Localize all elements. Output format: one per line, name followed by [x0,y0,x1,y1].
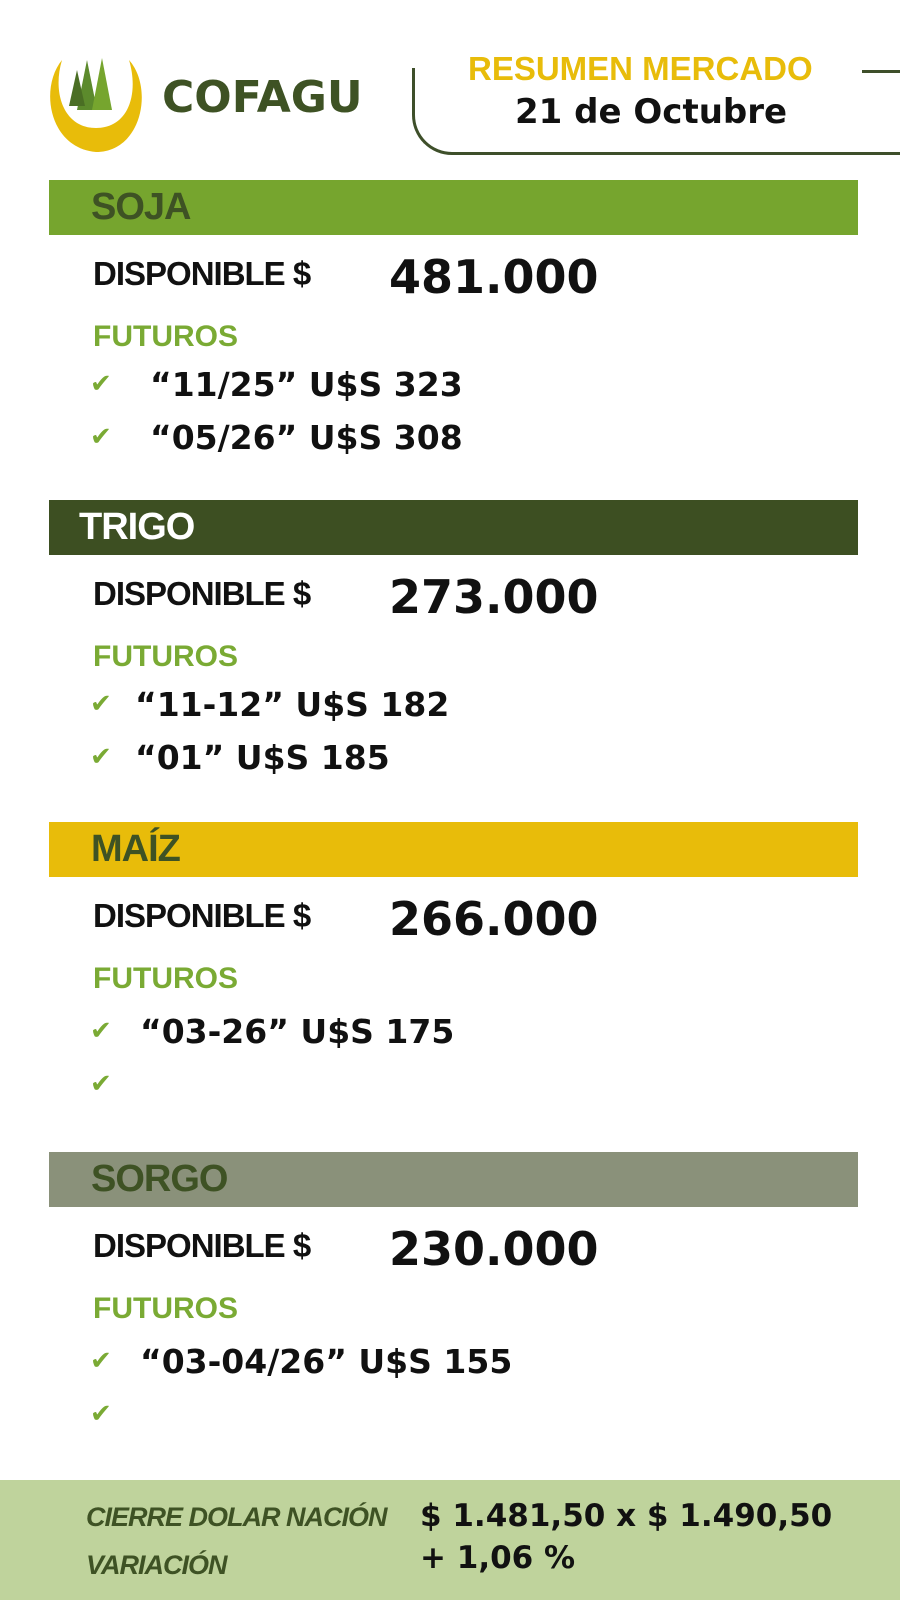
check-icon: ✔ [90,1069,112,1099]
brand-name: COFAGU [162,72,363,123]
check-icon: ✔ [90,742,112,772]
check-icon: ✔ [90,1016,112,1046]
section-bar: MAÍZ [49,822,858,877]
check-icon: ✔ [90,422,112,452]
variacion-label: VARIACIÓN [86,1550,228,1580]
futuros-label: FUTUROS [93,320,238,353]
section-title: SORGO [91,1158,228,1200]
futuros-label: FUTUROS [93,962,238,995]
disponible-label: DISPONIBLE $ [93,1227,311,1264]
header-title: RESUMEN MERCADO [462,50,819,88]
check-icon: ✔ [90,689,112,719]
section-title: SOJA [91,186,191,228]
section-title: TRIGO [79,506,195,548]
cofagu-logo [44,48,149,158]
variacion-value: + 1,06 % [420,1540,576,1576]
futuros-label: FUTUROS [93,640,238,673]
section-trigo: TRIGO DISPONIBLE $ 273.000 FUTUROS ✔ “11-… [0,500,900,820]
section-bar: TRIGO [49,500,858,555]
section-soja: SOJA DISPONIBLE $ 481.000 FUTUROS ✔ “11/2… [0,180,900,500]
header-date: 21 de Octubre [515,92,788,132]
header-frame [412,68,900,155]
disponible-value: 273.000 [389,570,599,624]
check-icon: ✔ [90,369,112,399]
disponible-label: DISPONIBLE $ [93,575,311,612]
disponible-label: DISPONIBLE $ [93,255,311,292]
futuros-label: FUTUROS [93,1292,238,1325]
section-bar: SOJA [49,180,858,235]
section-bar: SORGO [49,1152,858,1207]
disponible-value: 266.000 [389,892,599,946]
check-icon: ✔ [90,1346,112,1376]
section-sorgo: SORGO DISPONIBLE $ 230.000 FUTUROS ✔ “03-… [0,1152,900,1472]
footer-dolar: CIERRE DOLAR NACIÓN $ 1.481,50 x $ 1.490… [0,1480,900,1600]
disponible-value: 481.000 [389,250,599,304]
check-icon: ✔ [90,1399,112,1429]
logo-tree-moon-icon [50,58,142,152]
dolar-label: CIERRE DOLAR NACIÓN [86,1502,388,1532]
header-line [862,70,900,73]
dolar-value: $ 1.481,50 x $ 1.490,50 [420,1498,833,1534]
section-title: MAÍZ [91,828,181,870]
disponible-label: DISPONIBLE $ [93,897,311,934]
section-maiz: MAÍZ DISPONIBLE $ 266.000 FUTUROS ✔ “03-2… [0,822,900,1142]
disponible-value: 230.000 [389,1222,599,1276]
